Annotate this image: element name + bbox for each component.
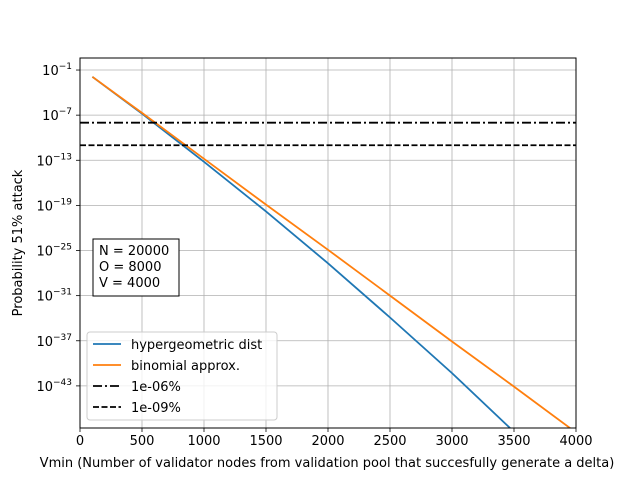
y-tick-base: 10	[36, 290, 53, 305]
y-tick-base: 10	[36, 335, 53, 350]
x-tick-label: 1500	[249, 434, 282, 449]
annotation-o: O = 8000	[99, 260, 161, 275]
legend-label: 1e-06%	[131, 380, 181, 395]
x-tick-label: 0	[76, 434, 84, 449]
y-tick-base: 10	[42, 109, 59, 124]
annotation-frame	[92, 238, 180, 297]
legend-label: 1e-09%	[131, 401, 181, 416]
x-tick-label: 3000	[435, 434, 468, 449]
y-tick-exponent: −13	[53, 152, 72, 162]
y-tick-base: 10	[36, 199, 53, 214]
series-hypergeometric-dist	[91, 76, 512, 428]
x-tick-label: 2000	[311, 434, 344, 449]
x-tick-label: 500	[130, 434, 155, 449]
y-tick-label: 10−19	[36, 197, 72, 214]
legend-frame	[86, 331, 278, 421]
series-layer	[80, 76, 576, 428]
legend: hypergeometric dist binomial approx. 1e-06…	[86, 331, 278, 421]
legend-label: hypergeometric dist	[131, 338, 262, 353]
y-tick-exponent: −1	[59, 62, 72, 72]
y-tick-exponent: −7	[59, 107, 72, 117]
y-tick-label: 10−1	[42, 62, 72, 79]
parameter-annotation-box: N = 20000 O = 8000 V = 4000	[92, 238, 180, 297]
y-tick-exponent: −19	[53, 197, 72, 207]
legend-label: binomial approx.	[131, 359, 240, 374]
y-tick-base: 10	[36, 245, 53, 260]
y-tick-label: 10−25	[36, 243, 72, 260]
y-tick-exponent: −43	[53, 378, 72, 388]
y-tick-label: 10−31	[36, 288, 72, 305]
x-tick-label: 4000	[559, 434, 592, 449]
y-tick-label: 10−37	[36, 333, 72, 350]
x-tick-label: 3500	[497, 434, 530, 449]
x-axis-ticks: 0 500 1000 1500 2000 2500 3000 3500 4000	[76, 428, 593, 449]
y-tick-base: 10	[36, 380, 53, 395]
y-tick-exponent: −37	[53, 333, 72, 343]
x-tick-label: 1000	[187, 434, 220, 449]
series-binomial-approx	[91, 76, 572, 428]
annotation-v: V = 4000	[99, 276, 160, 291]
x-tick-label: 2500	[373, 434, 406, 449]
y-tick-label: 10−13	[36, 152, 72, 169]
y-tick-label: 10−7	[42, 107, 72, 124]
x-axis-label: Vmin (Number of validator nodes from val…	[40, 456, 615, 471]
y-tick-exponent: −25	[53, 243, 72, 253]
y-tick-base: 10	[36, 154, 53, 169]
y-tick-label: 10−43	[36, 378, 72, 395]
y-tick-exponent: −31	[53, 288, 72, 298]
y-axis-label: Probability 51% attack	[11, 169, 26, 316]
annotation-n: N = 20000	[99, 244, 169, 259]
y-tick-base: 10	[42, 64, 59, 79]
